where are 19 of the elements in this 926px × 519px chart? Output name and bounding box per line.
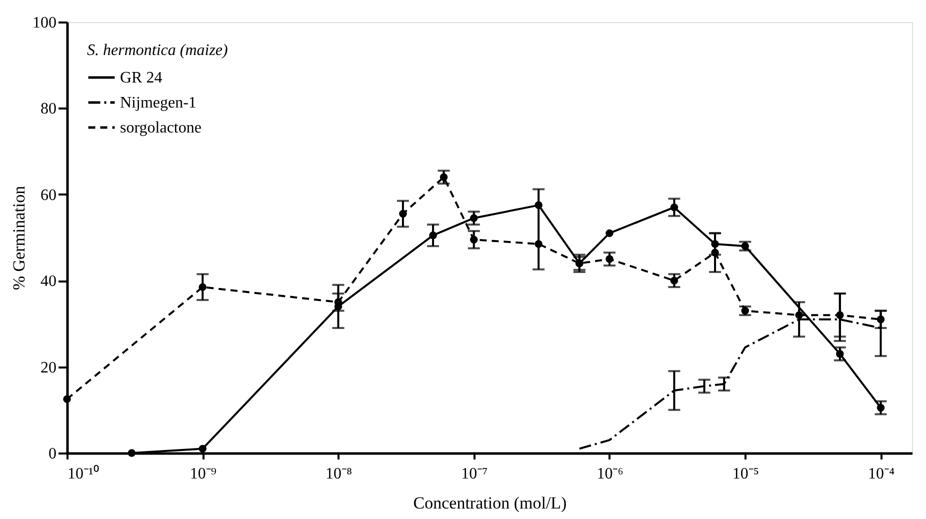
x-tick-label: 10⁻⁹ (190, 466, 217, 482)
y-tick-label: 100 (32, 14, 56, 32)
y-tick-label: 0 (48, 446, 56, 462)
y-axis-title: % Germination (10, 185, 28, 290)
x-tick-label: 10⁻⁵ (732, 466, 759, 482)
x-tick-label: 10⁻⁶ (596, 466, 624, 482)
legend-label: sorgolactone (120, 120, 202, 136)
x-tick-label: 10⁻¹⁰ (68, 464, 100, 482)
y-tick-label: 80 (40, 100, 56, 118)
y-tick-label: 40 (40, 273, 56, 290)
legend-label: GR 24 (120, 70, 162, 86)
y-tick-label: 60 (40, 186, 56, 204)
y-tick-label: 20 (40, 359, 56, 376)
x-axis-title: Concentration (mol/L) (413, 494, 567, 512)
x-tick-label: 10⁻⁸ (325, 466, 352, 482)
x-tick-label: 10⁻⁴ (868, 466, 895, 482)
legend-title: S. hermontica (maize) (87, 42, 228, 59)
legend-label: Nijmegen-1 (120, 94, 196, 112)
x-tick-label: 10⁻⁷ (461, 466, 488, 482)
